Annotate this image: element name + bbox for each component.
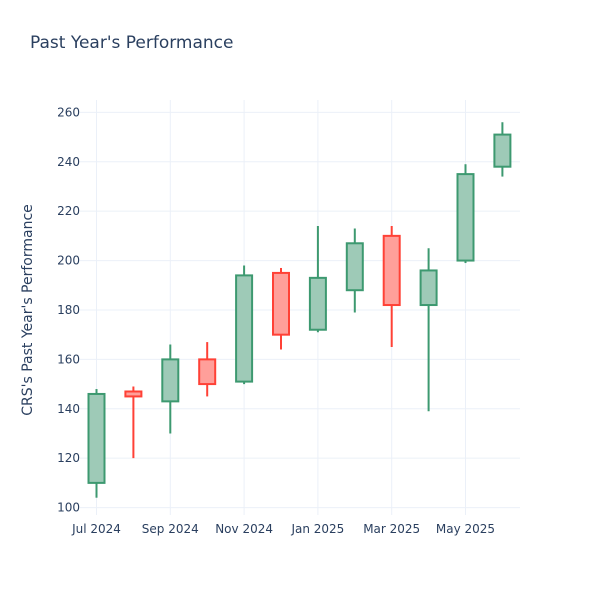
candle-body [161,358,180,403]
candle-increasing [235,265,254,385]
candle-body [456,173,475,262]
candle-body [419,269,438,307]
candle-increasing [419,248,438,412]
candle-body [382,234,401,307]
candle-increasing [308,225,327,333]
y-axis-title: CRS's Past Year's Performance [20,204,36,416]
y-tick-label: 200 [57,254,80,268]
candle-body [308,276,327,331]
y-tick-label: 160 [57,352,80,366]
y-axis-ticks: 100 120 140 160 180 200 220 240 260 [57,105,80,514]
candle-body [124,390,143,398]
candle-increasing [493,122,512,177]
y-tick-label: 120 [57,451,80,465]
x-tick-label: Sep 2024 [142,522,199,536]
candle-decreasing [272,267,290,350]
candle-increasing [345,228,364,313]
y-tick-label: 180 [57,303,80,317]
candle-body [345,242,364,292]
x-tick-label: Jul 2024 [71,522,121,536]
x-tick-label: Mar 2025 [363,522,420,536]
candle-body [198,358,217,386]
candle-body [87,392,106,484]
x-tick-label: Nov 2024 [215,522,273,536]
candle-body [493,133,512,168]
y-tick-label: 260 [57,105,80,119]
candle-decreasing [382,225,401,348]
candle-increasing [87,389,106,498]
x-axis-ticks: Jul 2024 Sep 2024 Nov 2024 Jan 2025 Mar 2025… [71,522,495,536]
y-tick-label: 140 [57,402,80,416]
candle-increasing [161,344,180,434]
grid-layer [80,100,520,515]
x-tick-label: Jan 2025 [290,522,344,536]
y-tick-label: 240 [57,155,80,169]
candle-increasing [456,164,475,264]
x-tick-label: May 2025 [436,522,495,536]
y-tick-label: 100 [57,501,80,515]
candle-decreasing [124,386,143,459]
chart-title: Past Year's Performance [30,33,234,53]
candle-decreasing [198,342,217,397]
candle-body [235,274,254,383]
y-tick-label: 220 [57,204,80,218]
candle-body [272,271,290,336]
candle-layer [87,122,512,498]
